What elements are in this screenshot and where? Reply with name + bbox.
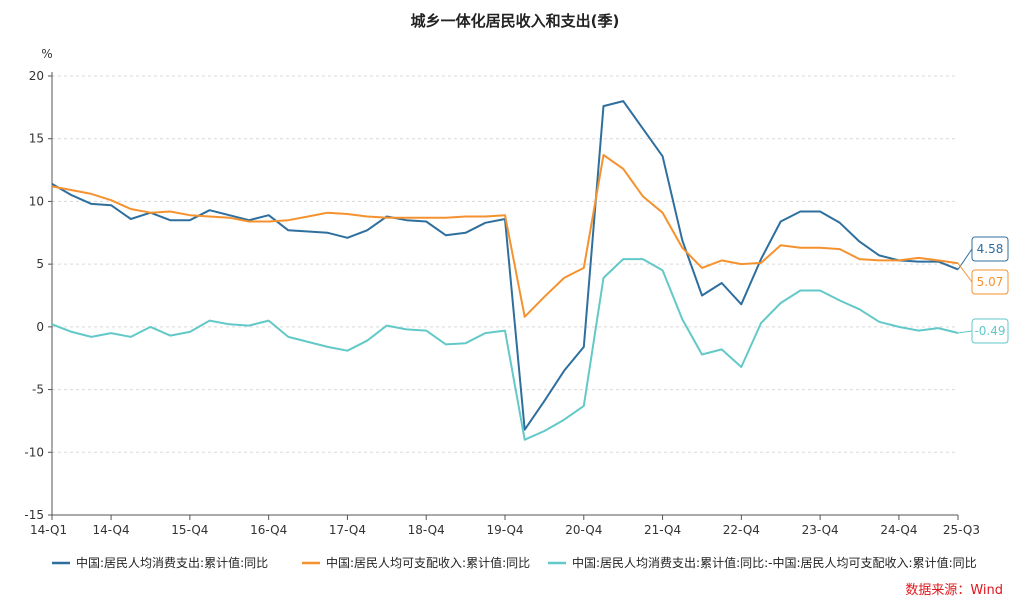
- y-tick-label: -5: [32, 383, 44, 397]
- x-tick-label: 25-Q3: [943, 523, 980, 537]
- x-tick-label: 24-Q4: [880, 523, 917, 537]
- callout-box: [971, 236, 1009, 262]
- series-lines: [51, 100, 959, 441]
- legend-item-3: 中国:居民人均消费支出:累计值:同比:-中国:居民人均可支配收入:累计值:同比: [548, 555, 977, 570]
- x-tick-label: 15-Q4: [171, 523, 208, 537]
- series-line-2: [51, 154, 959, 318]
- x-tick-label: 19-Q4: [486, 523, 523, 537]
- y-tick-label: 0: [36, 320, 44, 334]
- x-tick-label: 22-Q4: [723, 523, 760, 537]
- callout-value: 5.07: [977, 275, 1004, 289]
- series-line-1: [51, 100, 959, 431]
- x-tick-label: 21-Q4: [644, 523, 681, 537]
- x-ticks: 14-Q1 14-Q4 15-Q4 16-Q4 17-Q4 18-Q4 19-Q4 20-Q4…: [30, 515, 980, 537]
- callout-box: [971, 318, 1009, 344]
- y-axis-unit: %: [41, 47, 52, 61]
- callout-value: -0.49: [974, 324, 1005, 338]
- x-tick-label: 17-Q4: [329, 523, 366, 537]
- end-value-callouts: 4.58 5.07 -0.49: [957, 236, 1009, 344]
- y-tick-label: -10: [24, 445, 44, 459]
- end-callout-3: -0.49: [957, 318, 1009, 344]
- source-note: 数据来源：Wind: [905, 583, 1003, 598]
- end-callout-2: 5.07: [957, 262, 1009, 295]
- callout-leader: [957, 330, 973, 334]
- y-tick-label: 15: [29, 132, 44, 146]
- callout-box: [971, 269, 1009, 295]
- chart-title: 城乡一体化居民收入和支出(季): [411, 12, 620, 30]
- legend-label: 中国:居民人均消费支出:累计值:同比: [76, 555, 268, 570]
- y-ticks: -15 -10 -5 0 5 10 15 20: [24, 69, 52, 522]
- legend-label: 中国:居民人均可支配收入:累计值:同比: [326, 555, 530, 570]
- callout-value: 4.58: [977, 242, 1004, 256]
- series-line-3: [51, 258, 959, 441]
- x-tick-label: 14-Q4: [93, 523, 130, 537]
- callout-leader: [957, 262, 973, 283]
- x-tick-label: 18-Q4: [408, 523, 445, 537]
- y-tick-label: 5: [36, 257, 44, 271]
- y-tick-label: 10: [29, 194, 44, 208]
- x-tick-label: 16-Q4: [250, 523, 287, 537]
- x-tick-label: 20-Q4: [565, 523, 602, 537]
- legend: 中国:居民人均消费支出:累计值:同比 中国:居民人均可支配收入:累计值:同比 中国:…: [52, 555, 977, 570]
- grid: [52, 75, 958, 453]
- legend-item-2: 中国:居民人均可支配收入:累计值:同比: [302, 555, 530, 570]
- x-tick-label: 23-Q4: [802, 523, 839, 537]
- y-tick-label: -15: [24, 508, 44, 522]
- x-tick-label: 14-Q1: [30, 523, 67, 537]
- y-tick-label: 20: [29, 69, 44, 83]
- legend-item-1: 中国:居民人均消费支出:累计值:同比: [52, 555, 268, 570]
- end-callout-1: 4.58: [957, 236, 1009, 270]
- legend-label: 中国:居民人均消费支出:累计值:同比:-中国:居民人均可支配收入:累计值:同比: [572, 555, 977, 570]
